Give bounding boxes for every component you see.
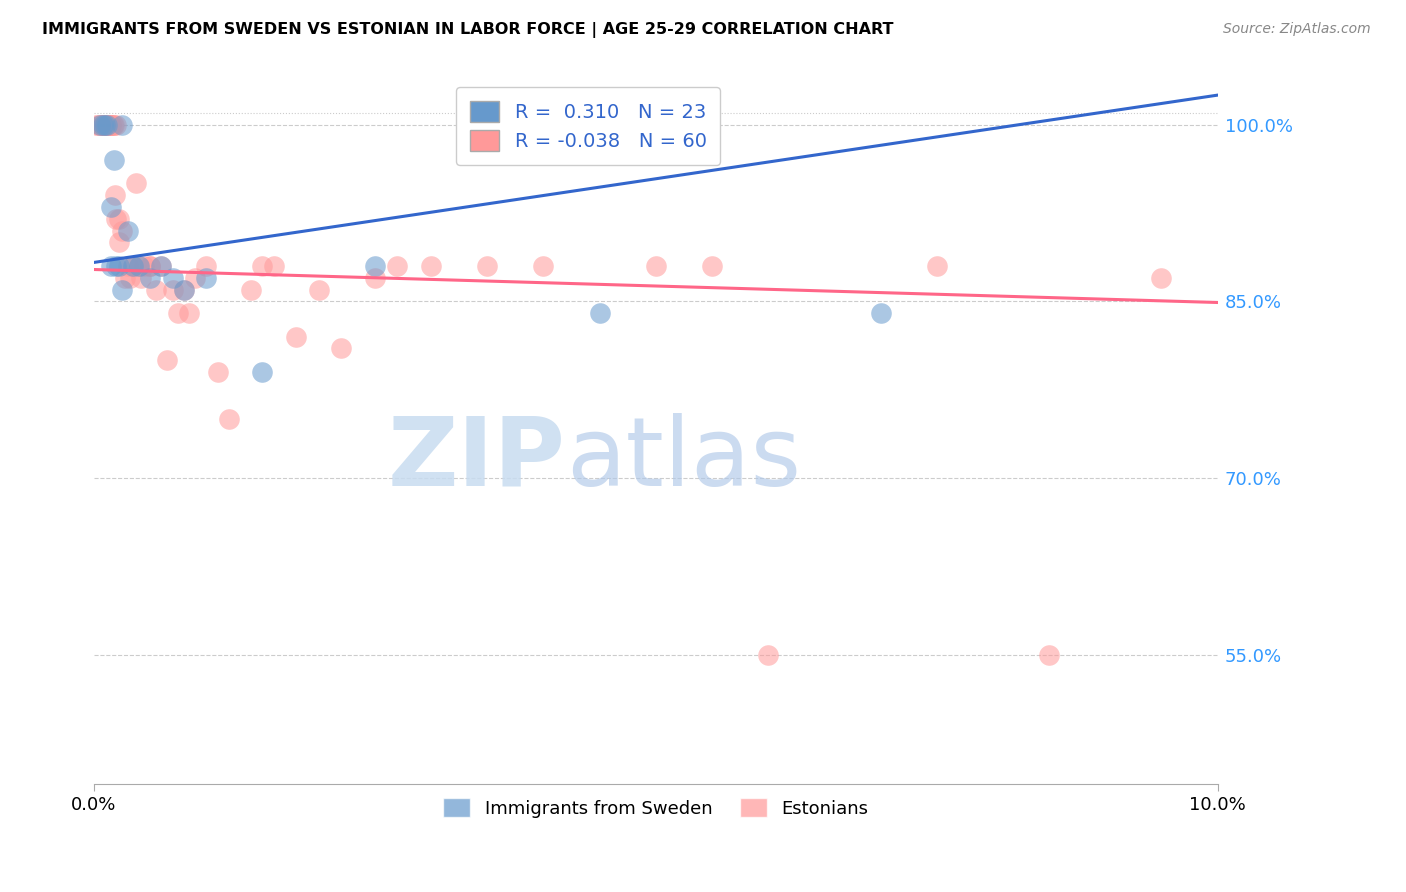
Point bbox=[218, 412, 240, 426]
Point bbox=[107, 211, 129, 226]
Point bbox=[128, 259, 150, 273]
Point bbox=[117, 224, 139, 238]
Point bbox=[111, 118, 134, 132]
Point bbox=[1038, 648, 1060, 662]
Point bbox=[644, 259, 666, 273]
Point bbox=[90, 118, 112, 132]
Point bbox=[700, 259, 723, 273]
Point bbox=[107, 259, 129, 273]
Point bbox=[94, 118, 117, 132]
Point bbox=[364, 270, 387, 285]
Point bbox=[252, 259, 274, 273]
Text: ZIP: ZIP bbox=[388, 413, 565, 506]
Point bbox=[420, 259, 443, 273]
Point bbox=[96, 118, 118, 132]
Point bbox=[100, 118, 122, 132]
Point bbox=[117, 259, 139, 273]
Point bbox=[195, 259, 218, 273]
Point bbox=[756, 648, 779, 662]
Point bbox=[134, 259, 156, 273]
Point bbox=[94, 118, 117, 132]
Point bbox=[925, 259, 948, 273]
Point bbox=[129, 270, 152, 285]
Point bbox=[100, 200, 122, 214]
Point bbox=[122, 259, 145, 273]
Point bbox=[285, 329, 308, 343]
Point bbox=[139, 270, 162, 285]
Point bbox=[364, 259, 387, 273]
Point bbox=[173, 283, 195, 297]
Point bbox=[100, 118, 122, 132]
Point bbox=[90, 118, 112, 132]
Point bbox=[128, 259, 150, 273]
Point bbox=[156, 353, 179, 368]
Point bbox=[477, 259, 499, 273]
Text: Source: ZipAtlas.com: Source: ZipAtlas.com bbox=[1223, 22, 1371, 37]
Point bbox=[105, 118, 128, 132]
Point bbox=[195, 270, 218, 285]
Point bbox=[240, 283, 263, 297]
Point bbox=[111, 283, 134, 297]
Point bbox=[162, 270, 184, 285]
Point bbox=[103, 153, 125, 167]
Point bbox=[869, 306, 891, 320]
Point bbox=[91, 118, 114, 132]
Point bbox=[150, 259, 173, 273]
Text: atlas: atlas bbox=[565, 413, 801, 506]
Point bbox=[93, 118, 115, 132]
Point bbox=[139, 259, 162, 273]
Point bbox=[531, 259, 554, 273]
Point bbox=[252, 365, 274, 379]
Point bbox=[150, 259, 173, 273]
Point bbox=[179, 306, 201, 320]
Point bbox=[97, 118, 120, 132]
Point bbox=[167, 306, 190, 320]
Point bbox=[103, 118, 125, 132]
Point bbox=[145, 283, 167, 297]
Point bbox=[105, 211, 128, 226]
Point bbox=[87, 118, 110, 132]
Point bbox=[104, 188, 127, 202]
Point bbox=[94, 118, 117, 132]
Point bbox=[89, 118, 111, 132]
Point bbox=[89, 118, 111, 132]
Point bbox=[207, 365, 229, 379]
Point bbox=[118, 270, 141, 285]
Point bbox=[98, 118, 121, 132]
Point bbox=[105, 259, 128, 273]
Point bbox=[100, 259, 122, 273]
Point bbox=[122, 259, 145, 273]
Point bbox=[124, 177, 146, 191]
Point bbox=[162, 283, 184, 297]
Point bbox=[111, 224, 134, 238]
Point bbox=[96, 118, 118, 132]
Point bbox=[173, 283, 195, 297]
Point bbox=[84, 118, 107, 132]
Point bbox=[101, 118, 124, 132]
Point bbox=[1150, 270, 1173, 285]
Point bbox=[114, 270, 136, 285]
Point bbox=[184, 270, 207, 285]
Point bbox=[387, 259, 409, 273]
Text: IMMIGRANTS FROM SWEDEN VS ESTONIAN IN LABOR FORCE | AGE 25-29 CORRELATION CHART: IMMIGRANTS FROM SWEDEN VS ESTONIAN IN LA… bbox=[42, 22, 894, 38]
Point bbox=[330, 342, 353, 356]
Point bbox=[588, 306, 610, 320]
Legend: Immigrants from Sweden, Estonians: Immigrants from Sweden, Estonians bbox=[436, 790, 876, 825]
Point bbox=[263, 259, 285, 273]
Point bbox=[139, 259, 162, 273]
Point bbox=[308, 283, 330, 297]
Point bbox=[91, 118, 114, 132]
Point bbox=[107, 235, 129, 250]
